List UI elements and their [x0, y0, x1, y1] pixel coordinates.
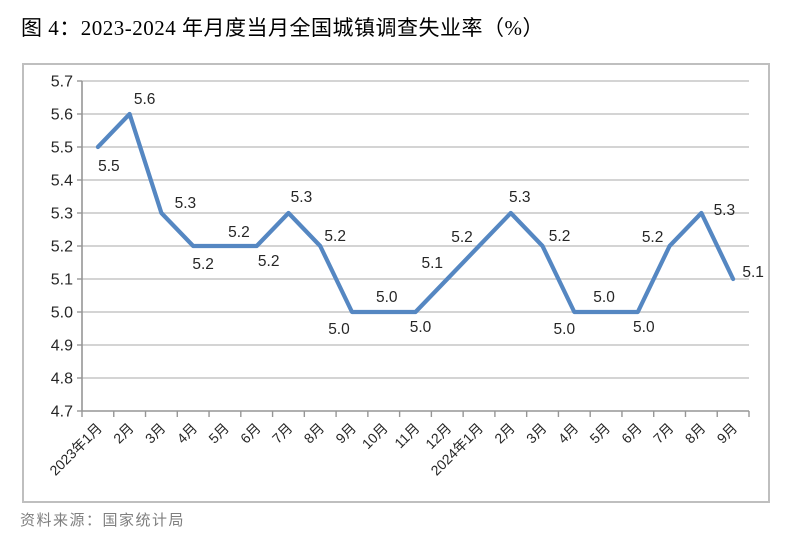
data-label: 5.2 — [192, 256, 214, 273]
x-axis-label: 9月 — [714, 420, 741, 447]
data-label: 5.0 — [376, 289, 398, 306]
line-chart: 5.7 5.6 5.5 5.4 5.3 5.2 5.1 5.0 4.9 4.8 4.7 5.5 5.6 5… — [46, 74, 764, 479]
chart-container: 5.7 5.6 5.5 5.4 5.3 5.2 5.1 5.0 4.9 4.8 4.7 5.5 5.6 5… — [22, 63, 770, 503]
data-label: 5.1 — [742, 264, 764, 281]
data-label: 5.1 — [421, 255, 443, 272]
data-label: 5.2 — [642, 229, 664, 246]
y-axis-label: 5.5 — [51, 140, 73, 157]
x-axis-label: 11月 — [391, 420, 422, 451]
data-label: 5.0 — [328, 321, 350, 338]
y-axis-label: 4.8 — [51, 371, 73, 388]
data-label: 5.0 — [410, 319, 432, 336]
x-axis-label: 7月 — [650, 420, 677, 447]
data-label: 5.3 — [509, 189, 531, 206]
x-axis-label: 2月 — [491, 420, 518, 447]
x-axis-label: 5月 — [586, 420, 613, 447]
data-label: 5.2 — [549, 228, 571, 245]
y-axis-label: 5.4 — [51, 173, 73, 190]
series-line — [95, 111, 736, 315]
y-axis-label: 5.1 — [51, 272, 73, 289]
y-axis-label: 5.6 — [51, 107, 73, 124]
data-label: 5.2 — [324, 228, 346, 245]
x-axis-label: 8月 — [682, 420, 709, 447]
x-axis-label: 8月 — [301, 420, 328, 447]
data-label: 5.2 — [258, 253, 280, 270]
source-note: 资料来源：国家统计局 — [20, 513, 186, 529]
chart-title: 图 4：2023-2024 年月度当月全国城镇调查失业率（%） — [21, 16, 544, 40]
data-label: 5.0 — [554, 321, 576, 338]
data-label: 5.2 — [228, 224, 250, 241]
data-label: 5.5 — [98, 158, 120, 175]
x-axis-label: 9月 — [332, 420, 359, 447]
y-axis-label: 5.0 — [51, 305, 73, 322]
y-axis-label: 5.7 — [51, 74, 73, 91]
y-axis-label: 4.7 — [51, 404, 73, 421]
x-axis-label: 4月 — [174, 420, 201, 447]
data-label: 5.3 — [291, 189, 313, 206]
y-axis-label: 5.2 — [51, 239, 73, 256]
data-label: 5.3 — [714, 202, 736, 219]
x-axis-label: 2023年1月 — [46, 420, 105, 479]
y-axis-label: 5.3 — [51, 206, 73, 223]
x-axis-label: 7月 — [269, 420, 296, 447]
x-axis-label: 3月 — [523, 420, 550, 447]
data-label: 5.2 — [451, 229, 473, 246]
x-axis-label: 6月 — [237, 420, 264, 447]
x-axis-label: 6月 — [618, 420, 645, 447]
x-axis-label: 4月 — [555, 420, 582, 447]
x-axis-label: 10月 — [359, 420, 391, 452]
data-label: 5.0 — [593, 289, 615, 306]
data-label: 5.0 — [633, 319, 655, 336]
x-axis-label: 3月 — [142, 420, 169, 447]
data-label: 5.6 — [134, 91, 156, 108]
x-axis-label: 5月 — [205, 420, 232, 447]
y-axis-label: 4.9 — [51, 338, 73, 355]
data-label: 5.3 — [175, 195, 197, 212]
x-axis-label: 2月 — [110, 420, 137, 447]
